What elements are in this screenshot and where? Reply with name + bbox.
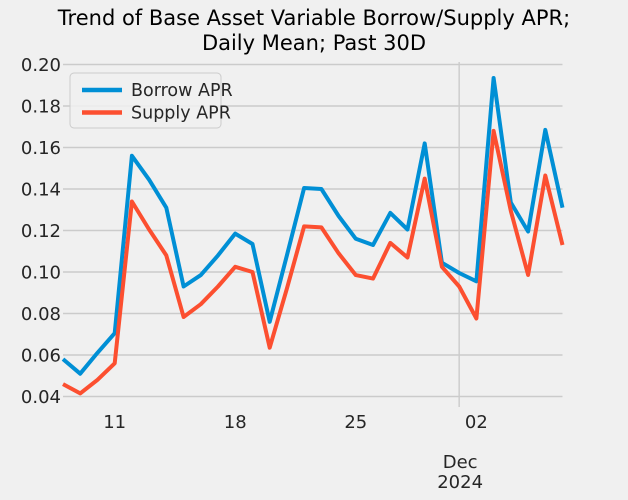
borrow-apr-legend-label: Borrow APR [131,81,233,101]
supply-apr-line [62,128,565,396]
chart-title: Trend of Base Asset Variable Borrow/Supp… [0,6,628,56]
x-tick-label: 18 [224,412,247,433]
borrow-apr-line [61,76,565,376]
y-tick-label: 0.16 [21,138,61,159]
y-tick-label: 0.10 [21,263,61,284]
y-tick-label: 0.06 [21,346,61,367]
y-tick-label: 0.12 [21,221,61,242]
y-tick-label: 0.08 [21,304,61,325]
y-tick-label: 0.14 [21,180,61,201]
chart-title-line-2: Daily Mean; Past 30D [201,31,427,55]
x-tick-label: 02 [465,412,488,433]
y-tick-label: 0.18 [21,97,61,118]
y-tick-label: 0.04 [21,387,61,408]
x-offset-month-label: Dec [443,452,478,473]
x-tick-label: 11 [103,412,126,433]
y-tick-label: 0.20 [21,55,61,76]
supply-apr-legend-label: Supply APR [131,104,231,124]
chart-title-line-1: Trend of Base Asset Variable Borrow/Supp… [57,6,571,30]
x-offset-year-label: 2024 [437,472,483,493]
x-tick-label: 25 [344,412,367,433]
